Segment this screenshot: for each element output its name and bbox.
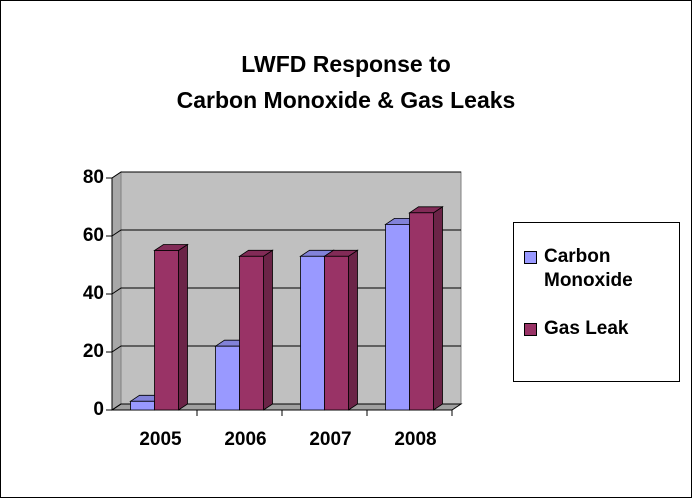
y-tick-label: 0: [93, 399, 104, 420]
grid-line: [111, 171, 461, 179]
bar-side: [178, 243, 188, 411]
bar-front: [239, 255, 264, 411]
y-tick-label: 60: [83, 225, 104, 246]
bar-front: [130, 400, 155, 411]
bar-side: [263, 249, 273, 411]
bar-side: [348, 249, 358, 411]
bar: [153, 243, 189, 411]
bar: [238, 249, 274, 411]
y-tick-label: 80: [83, 167, 104, 188]
legend-swatch: [524, 323, 537, 336]
x-tick-label: 2008: [394, 429, 436, 450]
legend-swatch: [524, 251, 537, 264]
legend-label: Carbon Monoxide: [544, 246, 633, 291]
x-tick-label: 2005: [139, 429, 182, 450]
x-tick-label: 2007: [309, 429, 351, 450]
legend: Carbon Monoxide Gas Leak: [513, 222, 680, 382]
bar: [323, 249, 359, 411]
bar-front: [385, 223, 410, 411]
x-tick-label: 2006: [224, 429, 266, 450]
bar-front: [409, 212, 434, 411]
legend-label: Gas Leak: [544, 318, 629, 339]
grid-line: [111, 229, 461, 237]
bar: [408, 206, 444, 411]
y-tick-label: 40: [83, 283, 104, 304]
bar-front: [215, 345, 240, 411]
bar-front: [300, 255, 325, 411]
legend-item: Gas Leak: [524, 317, 654, 341]
legend-item: Carbon Monoxide: [524, 245, 654, 293]
bar-front: [154, 250, 179, 411]
chart-title: LWFD Response to Carbon Monoxide & Gas L…: [176, 51, 516, 113]
bar-front: [324, 255, 349, 411]
bar-side: [433, 206, 443, 411]
y-tick-label: 20: [83, 341, 104, 362]
